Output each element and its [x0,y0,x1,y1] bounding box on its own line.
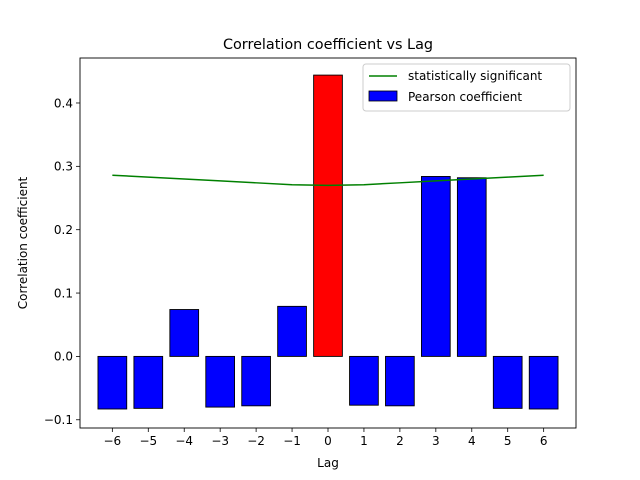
bar-lag-minus-3 [205,355,236,408]
bar-lag-minus-2 [241,355,271,407]
y-tick-label: −0.1 [44,413,73,427]
bar-lag-5 [492,355,523,409]
significance-line [112,174,544,187]
x-tick-label: −4 [175,434,193,448]
legend-frame [362,63,571,112]
chart-title: Correlation coefficient vs Lag [223,37,433,53]
x-tick-label: −1 [283,434,301,448]
bar-lag-2 [385,355,415,407]
x-tick-label: −3 [211,434,229,448]
x-tick-label: 0 [324,434,332,448]
bar-lag-1 [349,355,379,406]
bar-lag-minus-1 [277,305,307,357]
x-tick-label: 4 [468,434,476,448]
legend: statistically significant Pearson coeffi… [362,63,571,112]
y-tick-label: 0.3 [54,160,73,174]
x-tick-label: 5 [504,434,512,448]
bar-group [97,74,559,410]
legend-bar-swatch [368,90,398,102]
bar-lag-minus-6 [97,355,128,410]
significance-line-group [112,174,544,187]
x-tick-label: −6 [103,434,121,448]
x-tick-label: −2 [247,434,265,448]
y-tick-label: 0.1 [54,286,73,300]
x-axis-ticks: −6 −5 −4 −3 −2 −1 0 1 2 3 4 5 6 [103,428,547,448]
y-axis-ticks: −0.1 0.0 0.1 0.2 0.3 0.4 [44,96,80,427]
plot-area-frame [79,57,577,429]
bar-lag-6 [528,355,559,410]
bar-lag-0 [313,74,343,357]
bar-lag-3 [420,176,451,357]
bar-lag-minus-4 [169,309,200,357]
x-tick-label: −5 [139,434,157,448]
x-tick-label: 1 [360,434,368,448]
y-tick-label: 0.2 [54,223,73,237]
y-tick-label: 0.4 [54,96,73,110]
legend-label-pearson: Pearson coefficient [408,90,522,104]
y-axis-label: Correlation coefficient [16,176,30,309]
x-tick-label: 3 [432,434,440,448]
bar-lag-4 [456,177,487,357]
x-tick-label: 2 [396,434,404,448]
x-tick-label: 6 [540,434,548,448]
y-tick-label: 0.0 [54,350,73,364]
x-axis-label: Lag [317,456,339,470]
legend-label-significant: statistically significant [408,69,542,83]
bar-lag-minus-5 [133,355,164,409]
